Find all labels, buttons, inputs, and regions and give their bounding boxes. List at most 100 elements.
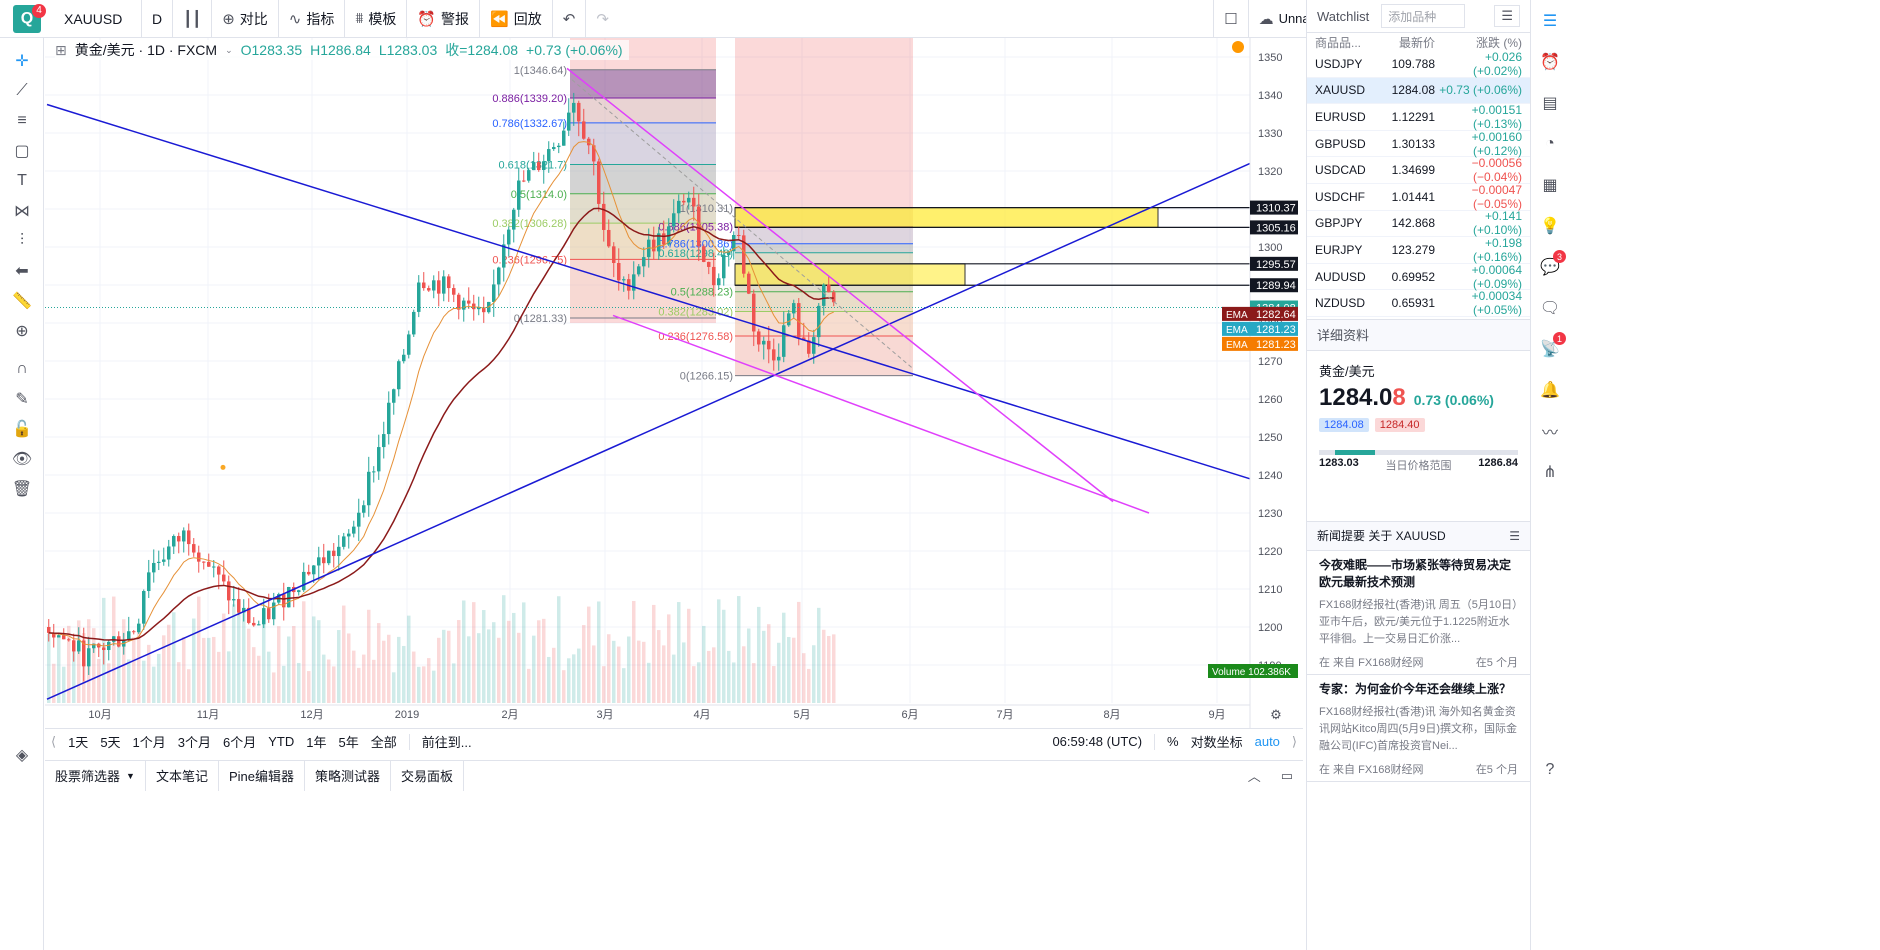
watchlist-row[interactable]: AUDUSD 0.69952 +0.00064 (+0.09%) [1307, 263, 1530, 291]
text-icon[interactable]: T [17, 172, 27, 189]
pattern-icon[interactable]: ▢ [14, 143, 30, 160]
lock-draw-icon[interactable]: ✎ [15, 391, 29, 408]
watchlist-row[interactable]: GBPUSD 1.30133 +0.00160 (+0.12%) [1307, 130, 1530, 158]
log-toggle[interactable]: 对数坐标 [1190, 735, 1243, 750]
candle-body [457, 294, 461, 310]
scroll-left-icon[interactable]: ⟨ [51, 733, 57, 749]
prediction-icon[interactable]: ⫶ [19, 232, 24, 249]
interval-button[interactable]: D [142, 0, 174, 38]
bell-icon[interactable]: 🔔 [1540, 381, 1560, 399]
app-logo[interactable]: Q 4 [0, 0, 54, 38]
symbol-search-button[interactable]: XAUUSD [54, 0, 142, 38]
chart-type-button[interactable]: ┃┃ [173, 0, 213, 38]
watchlist-icon[interactable]: ☰ [1542, 12, 1558, 30]
news-title[interactable]: 新闻提要 关于 XAUUSD [1317, 529, 1446, 544]
range-5d[interactable]: 5天 [100, 735, 121, 750]
details-header[interactable]: 详细资料 [1307, 318, 1530, 351]
fib-icon[interactable]: ≡ [17, 112, 27, 129]
zoom-icon[interactable]: ⊕ [15, 323, 29, 340]
legend-expand-icon[interactable]: ⊞ [55, 41, 67, 58]
chat-icon[interactable]: 💬 3 [1531, 246, 1569, 287]
alarm-clock-icon[interactable]: ⏰ [1540, 53, 1560, 71]
watchlist-row[interactable]: EURJPY 123.279 +0.198 (+0.16%) [1307, 236, 1530, 264]
arrow-left-icon[interactable]: ⬅ [15, 263, 29, 280]
redo-button[interactable]: ↷ [586, 0, 619, 38]
hierarchy-icon[interactable]: ⋔ [1543, 463, 1557, 481]
col-last[interactable]: 最新价 [1398, 35, 1435, 50]
news-time: 在5 个月 [1475, 656, 1518, 669]
replay-button[interactable]: ⏪ 回放 [480, 0, 553, 38]
eye-icon[interactable]: 👁 [11, 451, 33, 468]
tab-strategy-tester[interactable]: 策略测试器 [305, 760, 391, 791]
calendar-icon[interactable]: ▦ [1542, 176, 1558, 194]
goto-button[interactable]: 前往到... [421, 735, 472, 750]
watchlist-row[interactable]: NZDUSD 0.65931 +0.00034 (+0.05%) [1307, 289, 1530, 317]
scroll-right-icon[interactable]: ⟩ [1291, 733, 1297, 749]
crosshair-icon[interactable]: ✛ [15, 53, 29, 70]
help-icon[interactable]: ? [1545, 760, 1555, 778]
watchlist-row[interactable]: EURUSD 1.12291 +0.00151 (+0.13%) [1307, 103, 1530, 131]
price-chart[interactable]: 1(1346.64) 0.886(1339.20) 0.786(1332.67) 0.… [45, 38, 1303, 728]
layers-icon[interactable]: ◈ [15, 747, 29, 764]
maximize-icon[interactable]: ▭ [1280, 767, 1293, 783]
auto-toggle[interactable]: auto [1254, 734, 1280, 749]
tab-pine-editor[interactable]: Pine编辑器 [219, 760, 305, 791]
watchlist-row[interactable]: GBPJPY 142.868 +0.141 (+0.10%) [1307, 209, 1530, 237]
add-symbol-input[interactable]: 添加品种 [1381, 4, 1466, 28]
news-item[interactable]: 今夜难眠——市场紧张等待贸易决定 欧元最新技术预测 FX168财经报社(香港)讯 … [1307, 551, 1530, 675]
tab-stock-screener[interactable]: 股票筛选器 ▼ [45, 760, 146, 791]
magnet-icon[interactable]: ∩ [16, 360, 28, 377]
range-1y[interactable]: 1年 [306, 735, 327, 750]
indicators-button[interactable]: ∿ 指标 [279, 0, 346, 38]
legend-chevron-icon[interactable]: ⌄ [225, 44, 233, 55]
news-item-title[interactable]: 专家：为何金价今年还会继续上涨？ [1319, 681, 1512, 696]
templates-button[interactable]: ⩩ 模板 [345, 0, 408, 38]
news-item[interactable]: 专家：为何金价今年还会继续上涨？ FX168财经报社(香港)讯 海外知名黄金资讯网… [1307, 675, 1530, 782]
idea-icon[interactable]: 💡 [1540, 217, 1560, 235]
col-change[interactable]: 涨跌 (%) [1476, 35, 1522, 50]
compare-button[interactable]: ⊕ 对比 [212, 0, 279, 38]
fib-level-label: 0.382(1306.28) [492, 218, 567, 230]
row-last: 1.12291 [1391, 109, 1435, 124]
tab-text-notes[interactable]: 文本笔记 [146, 760, 219, 791]
xabcd-icon[interactable]: ⋈ [14, 203, 30, 220]
percent-toggle[interactable]: % [1167, 734, 1179, 749]
messages-icon[interactable]: 🗨 [1539, 299, 1561, 317]
legend-symbol[interactable]: 黄金/美元 · 1D · FXCM [74, 42, 218, 58]
range-ytd[interactable]: YTD [268, 734, 295, 749]
chart-area[interactable]: 1(1346.64) 0.886(1339.20) 0.786(1332.67) 0.… [45, 38, 1303, 758]
trade-icon[interactable]: 〰 [1541, 424, 1558, 442]
alert-button[interactable]: ⏰ 警报 [407, 0, 481, 38]
trendline-icon[interactable]: ⟋ [16, 82, 28, 99]
range-1d[interactable]: 1天 [68, 735, 89, 750]
watchlist-row[interactable]: USDJPY 109.788 +0.026 (+0.02%) [1307, 50, 1530, 78]
range-6m[interactable]: 6个月 [223, 735, 257, 750]
range-3m[interactable]: 3个月 [177, 735, 212, 750]
news-list-icon[interactable]: ☰ [1509, 528, 1520, 543]
volume-bar [317, 620, 321, 703]
data-window-icon[interactable]: ▤ [1542, 94, 1558, 112]
row-symbol: USDCAD [1315, 163, 1366, 178]
trash-icon[interactable]: 🗑 [11, 481, 33, 498]
range-all[interactable]: 全部 [370, 735, 397, 750]
hotlist-icon[interactable]: ◔ [1545, 134, 1555, 152]
news-item-title[interactable]: 今夜难眠——市场紧张等待贸易决定 欧元最新技术预测 [1319, 557, 1512, 589]
streams-icon[interactable]: 📡 1 [1531, 328, 1569, 369]
clock[interactable]: 06:59:48 (UTC) [1052, 734, 1143, 749]
watchlist-row[interactable]: USDCAD 1.34699 −0.00056 (−0.04%) [1307, 156, 1530, 184]
lock-icon[interactable]: 🔓 [12, 421, 32, 438]
volume-bar [407, 615, 411, 703]
watchlist-row[interactable]: USDCHF 1.01441 −0.00047 (−0.05%) [1307, 183, 1530, 211]
candle-body [272, 602, 276, 620]
watchlist-row[interactable]: XAUUSD 1284.08 +0.73 (+0.06%) [1307, 77, 1530, 105]
col-symbol[interactable]: 商品品... [1315, 35, 1362, 50]
range-1m[interactable]: 1个月 [132, 735, 166, 750]
tab-trading-panel[interactable]: 交易面板 [391, 760, 465, 791]
ruler-icon[interactable]: 📏 [12, 293, 32, 310]
list-menu-icon[interactable]: ☰ [1494, 5, 1520, 27]
watchlist-title[interactable]: Watchlist [1317, 8, 1370, 24]
collapse-icon[interactable]: ︿ [1247, 769, 1261, 784]
fullscreen-toggle-button[interactable]: ☐ [1213, 0, 1249, 38]
undo-button[interactable]: ↶ [553, 0, 587, 38]
range-5y[interactable]: 5年 [338, 735, 359, 750]
